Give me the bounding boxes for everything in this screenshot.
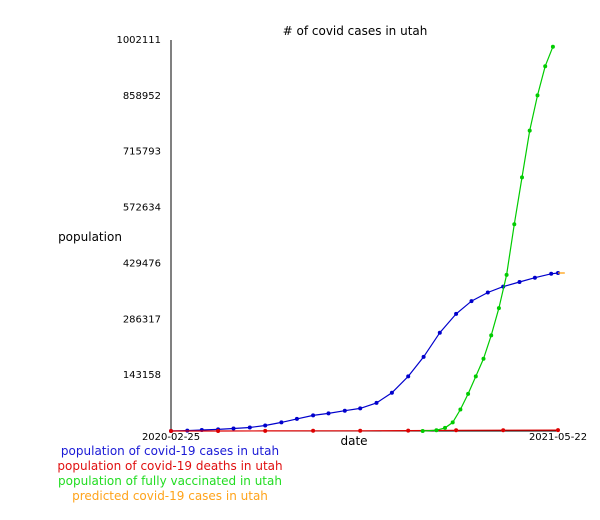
data-point-0	[342, 408, 347, 413]
data-point-1	[454, 428, 459, 433]
data-point-2	[481, 356, 486, 361]
data-point-0	[358, 406, 363, 411]
data-point-2	[535, 93, 540, 98]
legend-item-vaccinated: population of fully vaccinated in utah	[58, 474, 282, 488]
data-point-0	[421, 354, 426, 359]
data-point-2	[458, 407, 463, 412]
data-point-1	[501, 428, 506, 433]
legend-item-predicted: predicted covid-19 cases in utah	[72, 489, 268, 503]
series-line-2	[422, 46, 554, 432]
y-tick-label: 715793	[123, 147, 161, 158]
data-point-2	[504, 272, 509, 277]
y-tick-label: 429476	[123, 258, 161, 269]
data-point-2	[466, 391, 471, 396]
x-tick-label: 2020-02-25	[142, 432, 200, 443]
y-axis-label: population	[58, 230, 122, 244]
series-line-0	[170, 272, 559, 432]
data-point-1	[556, 428, 560, 433]
data-point-1	[216, 429, 221, 433]
data-point-2	[527, 128, 532, 133]
data-point-0	[263, 423, 268, 428]
data-point-1	[169, 429, 173, 433]
data-point-0	[326, 411, 331, 416]
data-point-0	[279, 420, 284, 425]
data-point-0	[437, 330, 442, 335]
data-point-2	[443, 425, 447, 430]
data-point-0	[311, 413, 316, 418]
data-point-2	[512, 222, 517, 227]
x-tick-labels: 2020-02-25 2021-05-22	[142, 432, 587, 443]
y-tick-label: 143158	[123, 370, 161, 381]
x-axis-label: date	[340, 434, 367, 448]
data-point-2	[550, 44, 555, 49]
data-point-0	[454, 311, 459, 316]
data-point-0	[294, 416, 299, 421]
data-point-1	[358, 428, 363, 433]
y-tick-label: 1002111	[116, 35, 161, 46]
data-point-0	[485, 290, 490, 295]
data-point-2	[543, 64, 548, 69]
data-point-2	[450, 420, 455, 425]
y-tick-label: 858952	[123, 91, 161, 102]
data-point-0	[406, 374, 411, 379]
data-point-0	[389, 390, 394, 395]
data-point-2	[520, 175, 524, 180]
data-point-2	[489, 333, 494, 338]
data-point-2	[473, 374, 478, 379]
data-point-0	[517, 280, 522, 284]
data-point-2	[496, 306, 501, 311]
data-point-2	[434, 428, 439, 433]
data-point-1	[406, 428, 411, 433]
legend-item-deaths: population of covid-19 deaths in utah	[57, 459, 283, 473]
data-point-2	[420, 429, 425, 433]
y-tick-label: 286317	[123, 314, 161, 325]
x-tick-label: 2021-05-22	[529, 432, 587, 443]
series-layer	[169, 44, 565, 433]
data-point-0	[231, 426, 236, 431]
legend-item-cases: population of covid-19 cases in utah	[60, 444, 280, 458]
y-tick-label: 572634	[123, 203, 161, 214]
data-point-1	[311, 428, 316, 433]
data-point-1	[263, 428, 268, 433]
data-point-0	[532, 275, 537, 280]
y-tick-labels: 143158 286317 429476 572634 715793 858952 1002…	[116, 35, 161, 381]
legend: population of covid-19 cases in utah pop…	[0, 444, 340, 504]
data-point-0	[374, 400, 379, 405]
chart-title: # of covid cases in utah	[283, 24, 428, 38]
data-point-0	[549, 271, 554, 276]
data-point-0	[247, 425, 252, 430]
data-point-0	[469, 299, 474, 304]
